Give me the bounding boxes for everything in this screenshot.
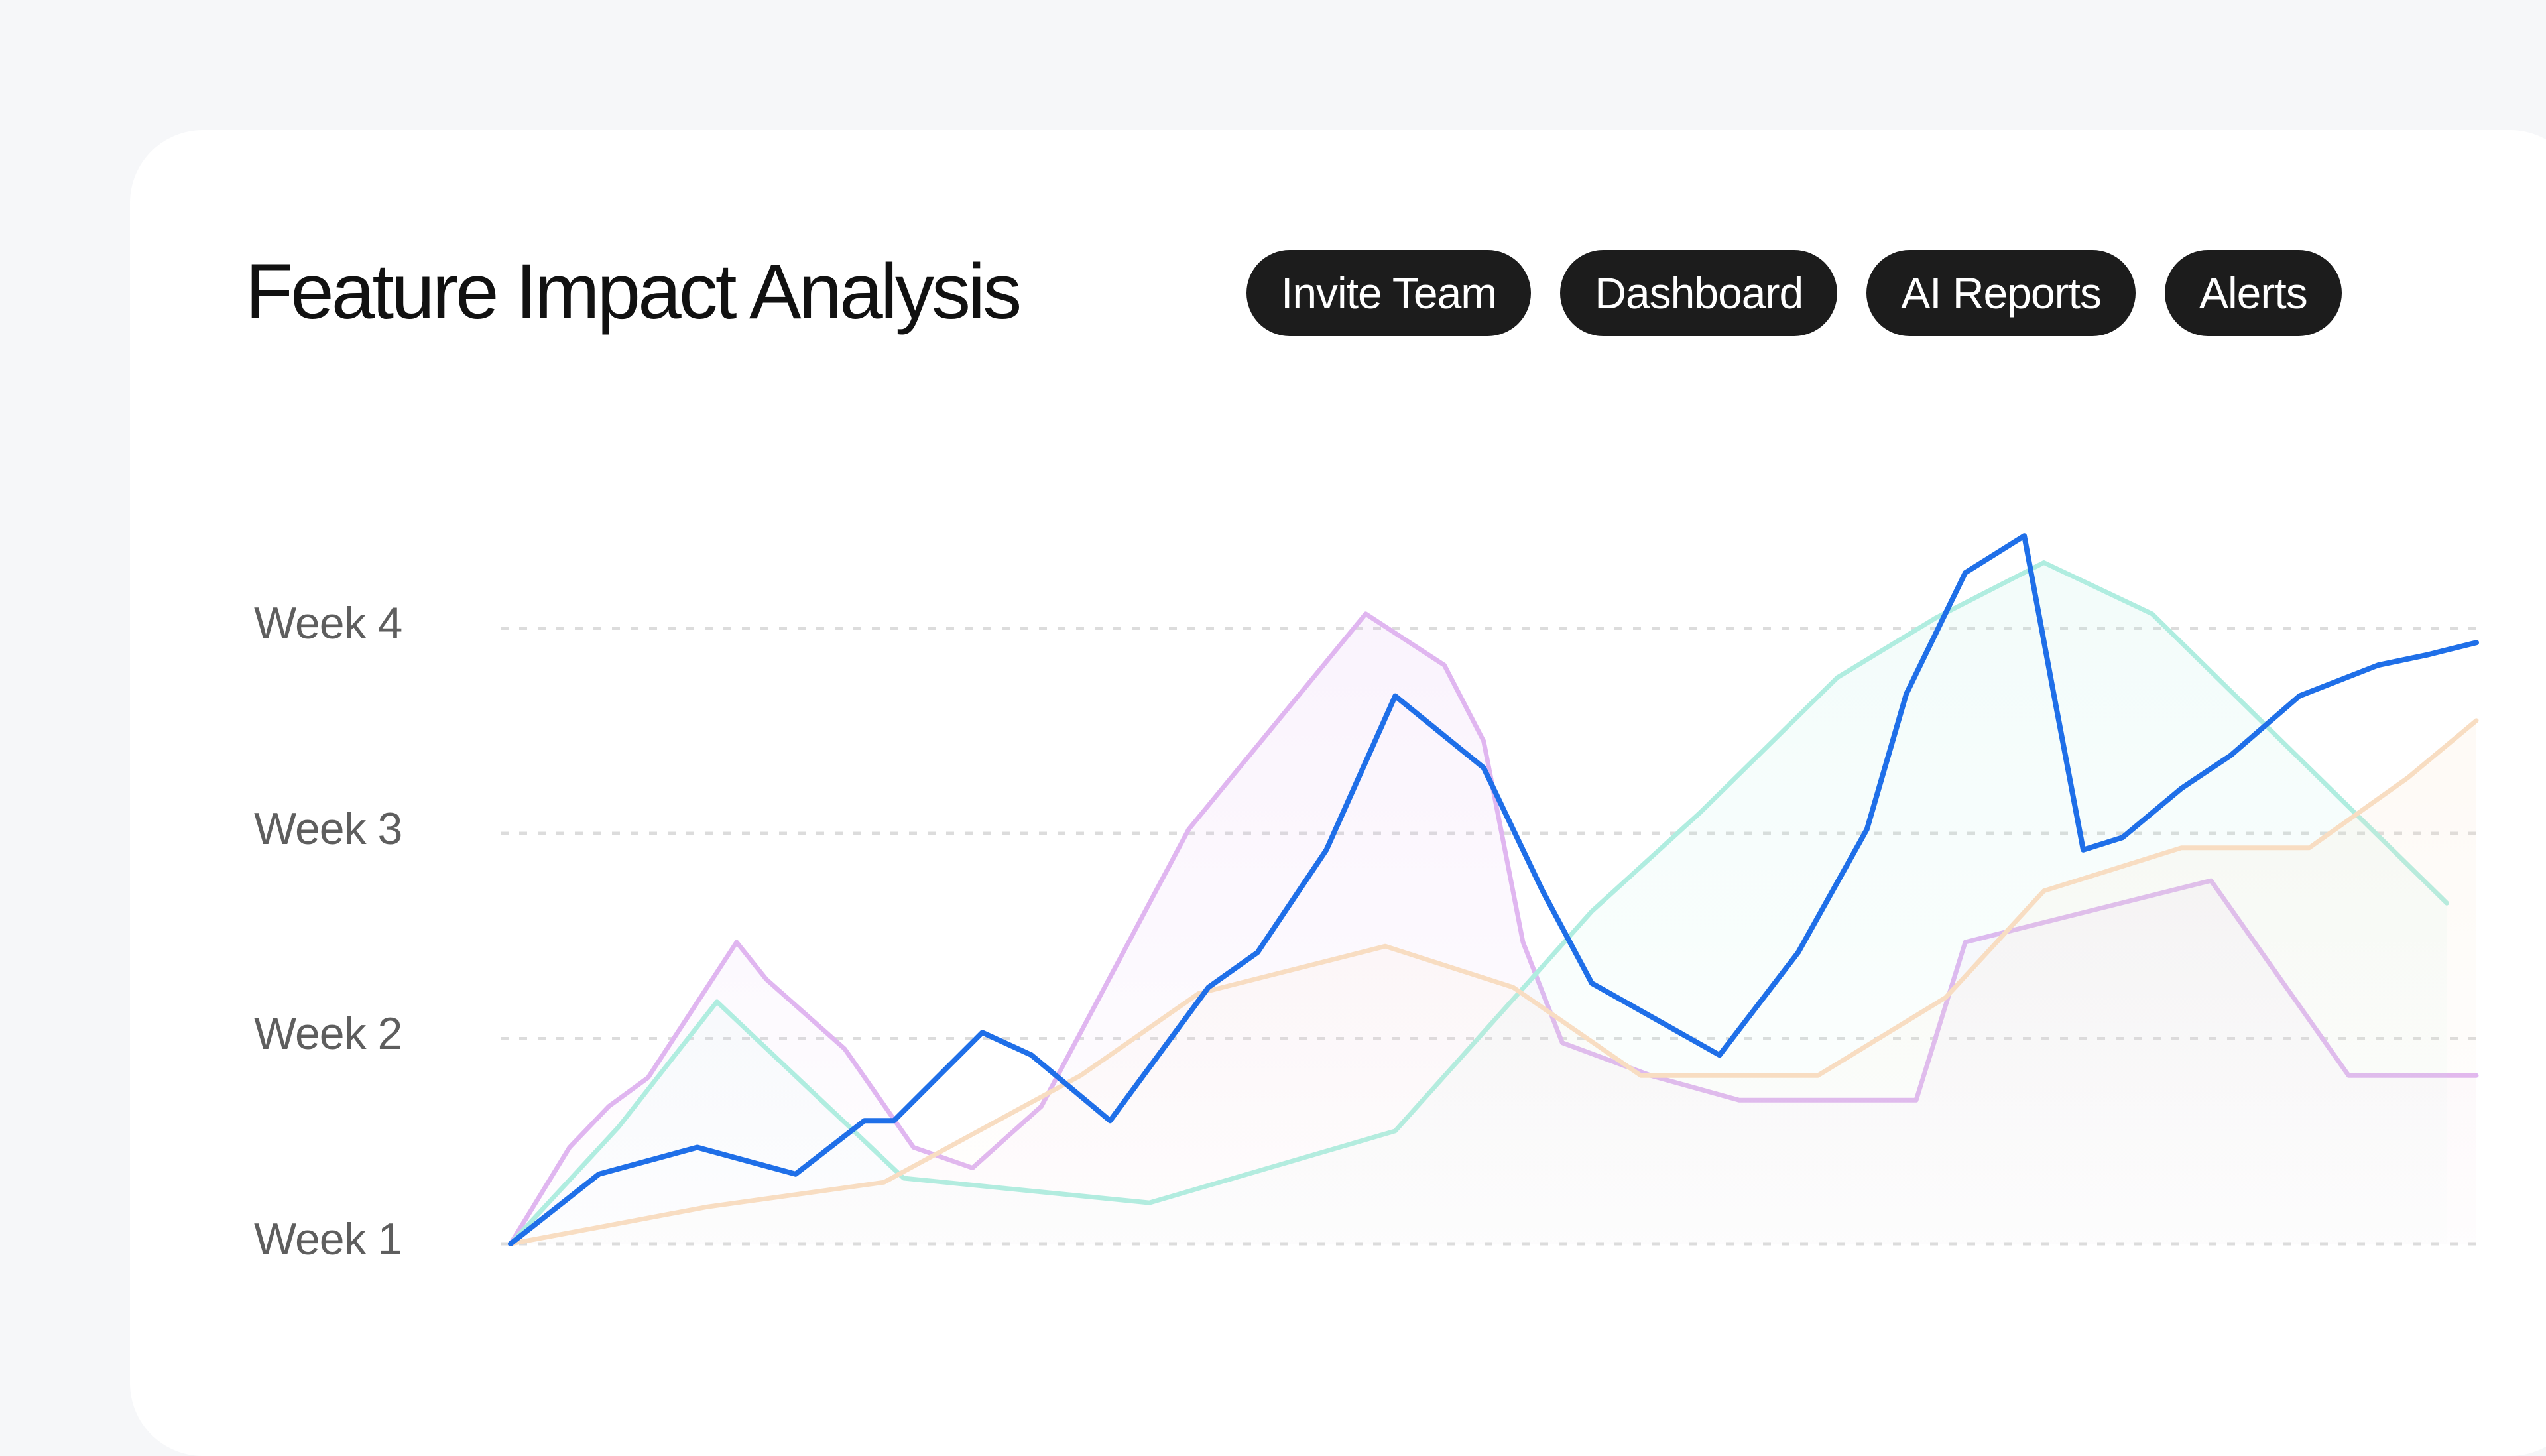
- series-3-line: [508, 718, 2479, 1246]
- y-tick-label-week-2: Week 2: [254, 1008, 402, 1059]
- dashboard-button[interactable]: Dashboard: [1560, 250, 1838, 336]
- y-tick-label-week-3: Week 3: [254, 804, 402, 854]
- page-title: Feature Impact Analysis: [245, 248, 1022, 335]
- header-actions: Invite Team Dashboard AI Reports Alerts: [1246, 250, 2342, 336]
- ai-reports-button[interactable]: AI Reports: [1866, 250, 2136, 336]
- alerts-button[interactable]: Alerts: [2164, 250, 2342, 336]
- invite-team-button[interactable]: Invite Team: [1246, 250, 1532, 336]
- y-tick-label-week-1: Week 1: [254, 1214, 402, 1264]
- series-4-line: [508, 533, 2479, 1246]
- line-chart: [501, 533, 2479, 1246]
- series-2-line: [508, 560, 2449, 1246]
- y-tick-label-week-4: Week 4: [254, 598, 402, 648]
